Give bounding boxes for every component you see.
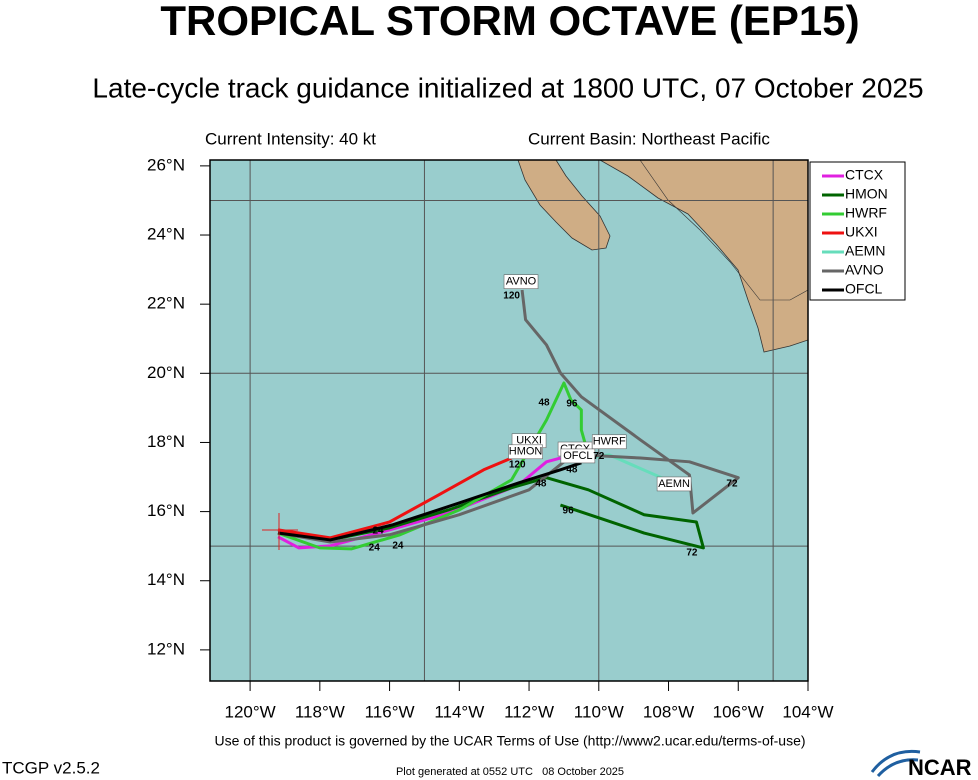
terms: Use of this product is governed by the U… xyxy=(214,733,805,749)
legend-label: AEMN xyxy=(845,243,885,259)
label-box xyxy=(560,448,596,464)
x-tick-label: 110°W xyxy=(574,702,624,721)
baja-california xyxy=(517,160,611,251)
x-tick-label: 116°W xyxy=(365,702,415,721)
grid xyxy=(210,160,808,681)
x-tick-label: 118°W xyxy=(295,702,345,721)
label-box xyxy=(591,434,627,450)
legend-label: AVNO xyxy=(845,262,884,278)
logo-arc xyxy=(870,749,921,773)
x-tick-label: 108°W xyxy=(643,702,694,721)
x-tick-label: 112°W xyxy=(504,702,554,721)
track-label: HMON xyxy=(509,446,543,458)
track xyxy=(277,289,740,544)
track xyxy=(277,456,513,540)
track-label: 24 xyxy=(369,543,381,554)
legend-label: UKXI xyxy=(845,224,878,240)
y-tick-label: 20°N xyxy=(147,363,185,382)
y-tick-label: 18°N xyxy=(147,432,185,451)
track-label: AVNO xyxy=(506,276,537,288)
y-tick-label: 14°N xyxy=(147,570,185,589)
track-label: 96 xyxy=(563,506,575,517)
legend-label: HWRF xyxy=(845,205,887,221)
track-label: 48 xyxy=(535,479,547,490)
x-tick-label: 114°W xyxy=(434,702,484,721)
track-label: HWRF xyxy=(593,436,626,448)
generated: Plot generated at 0552 UTC 08 October 20… xyxy=(396,766,624,778)
version: TCGP v2.5.2 xyxy=(2,758,100,777)
track-label: UKXI xyxy=(516,435,542,447)
track-label: 48 xyxy=(566,464,578,475)
basin: Current Basin: Northeast Pacific xyxy=(528,129,770,148)
subtitle: Late-cycle track guidance initialized at… xyxy=(92,72,923,103)
track-label: AEMN xyxy=(658,478,690,490)
y-tick-label: 16°N xyxy=(147,501,185,520)
logo: NCAR xyxy=(870,749,972,780)
legend-label: HMON xyxy=(845,186,888,202)
title: TROPICAL STORM OCTAVE (EP15) xyxy=(160,0,859,44)
track-label: 72 xyxy=(726,479,738,490)
x-tick-label: 106°W xyxy=(713,702,764,721)
intensity: Current Intensity: 40 kt xyxy=(205,129,376,148)
legend: CTCX HMON HWRF UKXI AEMN AVNO OFCL xyxy=(822,167,888,297)
y-tick-label: 24°N xyxy=(147,225,185,244)
axes: 120°W 118°W 116°W 114°W 112°W 110°W 108°W 106°W… xyxy=(147,155,834,721)
track xyxy=(277,476,705,550)
label-box xyxy=(503,274,539,289)
legend-box xyxy=(809,161,906,301)
track-label: 120 xyxy=(503,291,520,302)
logo-arc xyxy=(876,758,919,778)
x-tick-label: 104°W xyxy=(782,702,833,721)
track-label: 72 xyxy=(686,547,698,558)
track-label: 24 xyxy=(392,540,404,551)
logo-text: NCAR xyxy=(908,755,972,780)
track xyxy=(277,456,561,550)
y-tick-label: 22°N xyxy=(147,294,185,313)
y-tick-label: 12°N xyxy=(147,639,185,658)
x-tick-label: 120°W xyxy=(224,702,275,721)
y-tick-label: 26°N xyxy=(147,155,185,174)
ocean xyxy=(210,160,808,681)
mainland-mexico xyxy=(599,160,808,353)
legend-label: CTCX xyxy=(845,167,884,183)
track xyxy=(277,461,582,542)
track-label: 120 xyxy=(509,460,526,471)
track-labels: AVNO1204896UKXIHMON120CTCXOFCLHWRF7248AE… xyxy=(369,274,738,558)
track-label: OFCL xyxy=(563,450,592,462)
label-box xyxy=(508,444,543,460)
track-label: 48 xyxy=(538,398,550,409)
label-box xyxy=(656,476,692,492)
track-label: 96 xyxy=(566,398,578,409)
track-label: 24 xyxy=(373,526,385,537)
legend-label: OFCL xyxy=(845,281,883,297)
tracks xyxy=(277,289,740,551)
frame xyxy=(209,159,809,682)
track-label: 72 xyxy=(593,451,605,462)
